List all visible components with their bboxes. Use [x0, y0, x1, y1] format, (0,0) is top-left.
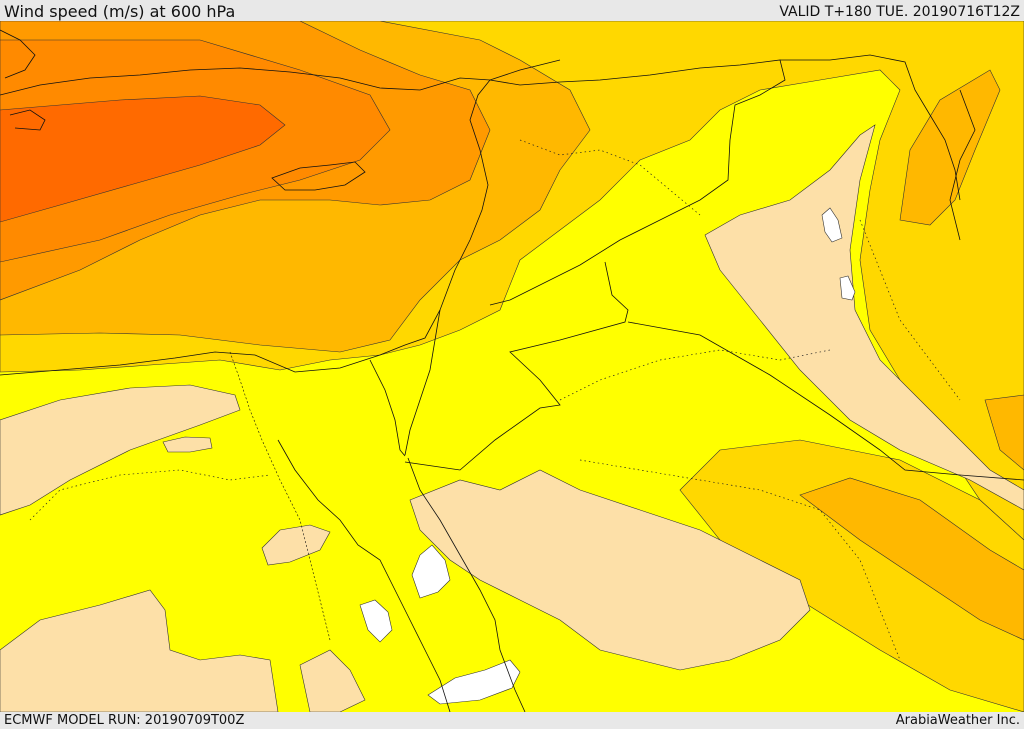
coastline-red-sea-east: [407, 457, 526, 712]
wind-band-very-light-sahara: [0, 589, 279, 712]
coastline-persian-gulf: [949, 89, 976, 241]
model-run-label: ECMWF MODEL RUN: 20190709T00Z: [4, 713, 245, 728]
wind-band-strong-se: [799, 477, 1024, 641]
valid-time-label: VALID T+180 TUE. 20190716T12Z: [779, 4, 1020, 20]
coastline-mediterranean: [0, 79, 491, 376]
nile-river: [229, 351, 331, 641]
map-title: Wind speed (m/s) at 600 hPa: [4, 2, 236, 21]
wind-band-extreme: [0, 95, 286, 223]
border-jordan-saudi: [404, 261, 629, 471]
wind-band-calm-3: [427, 659, 521, 705]
wind-band-calm-2: [359, 599, 393, 643]
wind-band-very-light-egypt: [0, 384, 241, 516]
wind-band-calm-4: [821, 207, 843, 243]
wind-band-very-light-small-3: [299, 649, 366, 712]
wind-band-very-light-small-2: [162, 436, 213, 453]
coastline-red-sea-west: [277, 439, 451, 712]
wind-band-very-light-hijaz: [409, 469, 811, 671]
wind-band-strong-far-east: [984, 394, 1024, 471]
map-canvas: [0, 21, 1024, 712]
coastline-aegean: [0, 29, 46, 131]
wind-band-strong-east: [899, 69, 1001, 226]
coastline-cyprus: [271, 161, 366, 191]
border-saudi-iraq: [627, 321, 1024, 481]
footer-bar: [0, 712, 1024, 729]
wind-band-very-light-small-1: [261, 524, 331, 566]
wind-band-very-light-arabia: [704, 124, 1024, 511]
coastline-turkey: [0, 59, 561, 96]
border-egypt-israel: [369, 359, 406, 457]
border-israel-jordan: [404, 309, 441, 456]
admin-boundary-1: [519, 139, 701, 216]
border-syria-iraq: [489, 59, 786, 306]
wind-band-calm-5: [839, 275, 856, 301]
wind-speed-map: [0, 21, 1024, 712]
admin-boundary-2: [559, 349, 831, 401]
wind-band-calm-1: [411, 544, 451, 599]
border-iraq-iran: [780, 54, 961, 201]
header-bar: [0, 0, 1024, 21]
credit-label: ArabiaWeather Inc.: [895, 713, 1020, 728]
